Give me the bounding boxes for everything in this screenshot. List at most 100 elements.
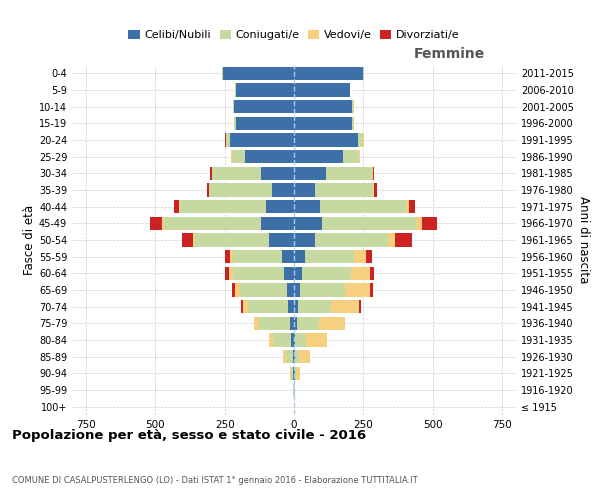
- Bar: [235, 100, 294, 114]
- Bar: [182, 234, 193, 246]
- Bar: [343, 150, 359, 164]
- Bar: [352, 100, 353, 114]
- Bar: [273, 334, 291, 346]
- Bar: [235, 284, 240, 296]
- Bar: [294, 300, 298, 314]
- Bar: [406, 200, 409, 213]
- Bar: [373, 166, 374, 180]
- Bar: [206, 184, 209, 196]
- Bar: [150, 216, 162, 230]
- Bar: [290, 366, 291, 380]
- Bar: [409, 200, 415, 213]
- Bar: [162, 216, 164, 230]
- Bar: [235, 116, 236, 130]
- Bar: [299, 350, 310, 364]
- Bar: [307, 334, 328, 346]
- Bar: [294, 166, 326, 180]
- Bar: [297, 316, 319, 330]
- Bar: [272, 184, 294, 196]
- Bar: [235, 84, 236, 96]
- Bar: [224, 250, 230, 264]
- Bar: [294, 284, 299, 296]
- Bar: [294, 116, 352, 130]
- Bar: [395, 234, 412, 246]
- Bar: [226, 134, 230, 146]
- Bar: [388, 234, 395, 246]
- Bar: [175, 200, 179, 213]
- Bar: [179, 200, 180, 213]
- Bar: [241, 300, 242, 314]
- Bar: [293, 350, 294, 364]
- Bar: [212, 166, 261, 180]
- Bar: [242, 300, 248, 314]
- Bar: [295, 334, 307, 346]
- Bar: [269, 234, 294, 246]
- Bar: [370, 284, 373, 296]
- Bar: [294, 150, 343, 164]
- Bar: [286, 350, 293, 364]
- Bar: [358, 134, 364, 146]
- Bar: [229, 266, 233, 280]
- Bar: [294, 84, 350, 96]
- Bar: [294, 66, 364, 80]
- Bar: [269, 334, 273, 346]
- Bar: [331, 300, 359, 314]
- Bar: [240, 284, 287, 296]
- Bar: [236, 116, 294, 130]
- Bar: [290, 316, 294, 330]
- Bar: [180, 200, 266, 213]
- Bar: [294, 134, 358, 146]
- Bar: [294, 250, 305, 264]
- Bar: [294, 184, 315, 196]
- Bar: [261, 166, 294, 180]
- Bar: [305, 250, 353, 264]
- Bar: [254, 316, 259, 330]
- Bar: [294, 200, 320, 213]
- Bar: [326, 166, 372, 180]
- Text: COMUNE DI CASALPUSTERLENGO (LO) - Dati ISTAT 1° gennaio 2016 - Elaborazione TUTT: COMUNE DI CASALPUSTERLENGO (LO) - Dati I…: [12, 476, 418, 485]
- Bar: [416, 216, 422, 230]
- Text: Femmine: Femmine: [414, 48, 485, 62]
- Bar: [291, 334, 294, 346]
- Bar: [294, 350, 295, 364]
- Text: Popolazione per età, sesso e stato civile - 2016: Popolazione per età, sesso e stato civil…: [12, 430, 366, 442]
- Bar: [283, 350, 286, 364]
- Bar: [295, 350, 299, 364]
- Bar: [352, 116, 353, 130]
- Bar: [366, 250, 372, 264]
- Bar: [294, 216, 322, 230]
- Bar: [295, 366, 296, 380]
- Bar: [373, 184, 374, 196]
- Bar: [266, 200, 294, 213]
- Bar: [302, 266, 351, 280]
- Bar: [210, 166, 212, 180]
- Bar: [294, 100, 352, 114]
- Bar: [351, 266, 370, 280]
- Bar: [319, 316, 346, 330]
- Bar: [233, 100, 235, 114]
- Bar: [299, 284, 346, 296]
- Y-axis label: Fasce di età: Fasce di età: [23, 205, 36, 275]
- Bar: [296, 366, 300, 380]
- Bar: [422, 216, 437, 230]
- Bar: [298, 300, 331, 314]
- Bar: [359, 300, 361, 314]
- Bar: [315, 184, 373, 196]
- Bar: [291, 366, 293, 380]
- Bar: [261, 216, 294, 230]
- Bar: [289, 300, 294, 314]
- Bar: [209, 184, 272, 196]
- Bar: [230, 134, 294, 146]
- Bar: [223, 66, 294, 80]
- Bar: [346, 284, 370, 296]
- Bar: [294, 334, 295, 346]
- Bar: [294, 316, 297, 330]
- Bar: [287, 284, 294, 296]
- Bar: [353, 250, 366, 264]
- Bar: [233, 250, 281, 264]
- Bar: [315, 234, 388, 246]
- Bar: [259, 316, 290, 330]
- Bar: [322, 216, 416, 230]
- Bar: [224, 266, 229, 280]
- Bar: [193, 234, 194, 246]
